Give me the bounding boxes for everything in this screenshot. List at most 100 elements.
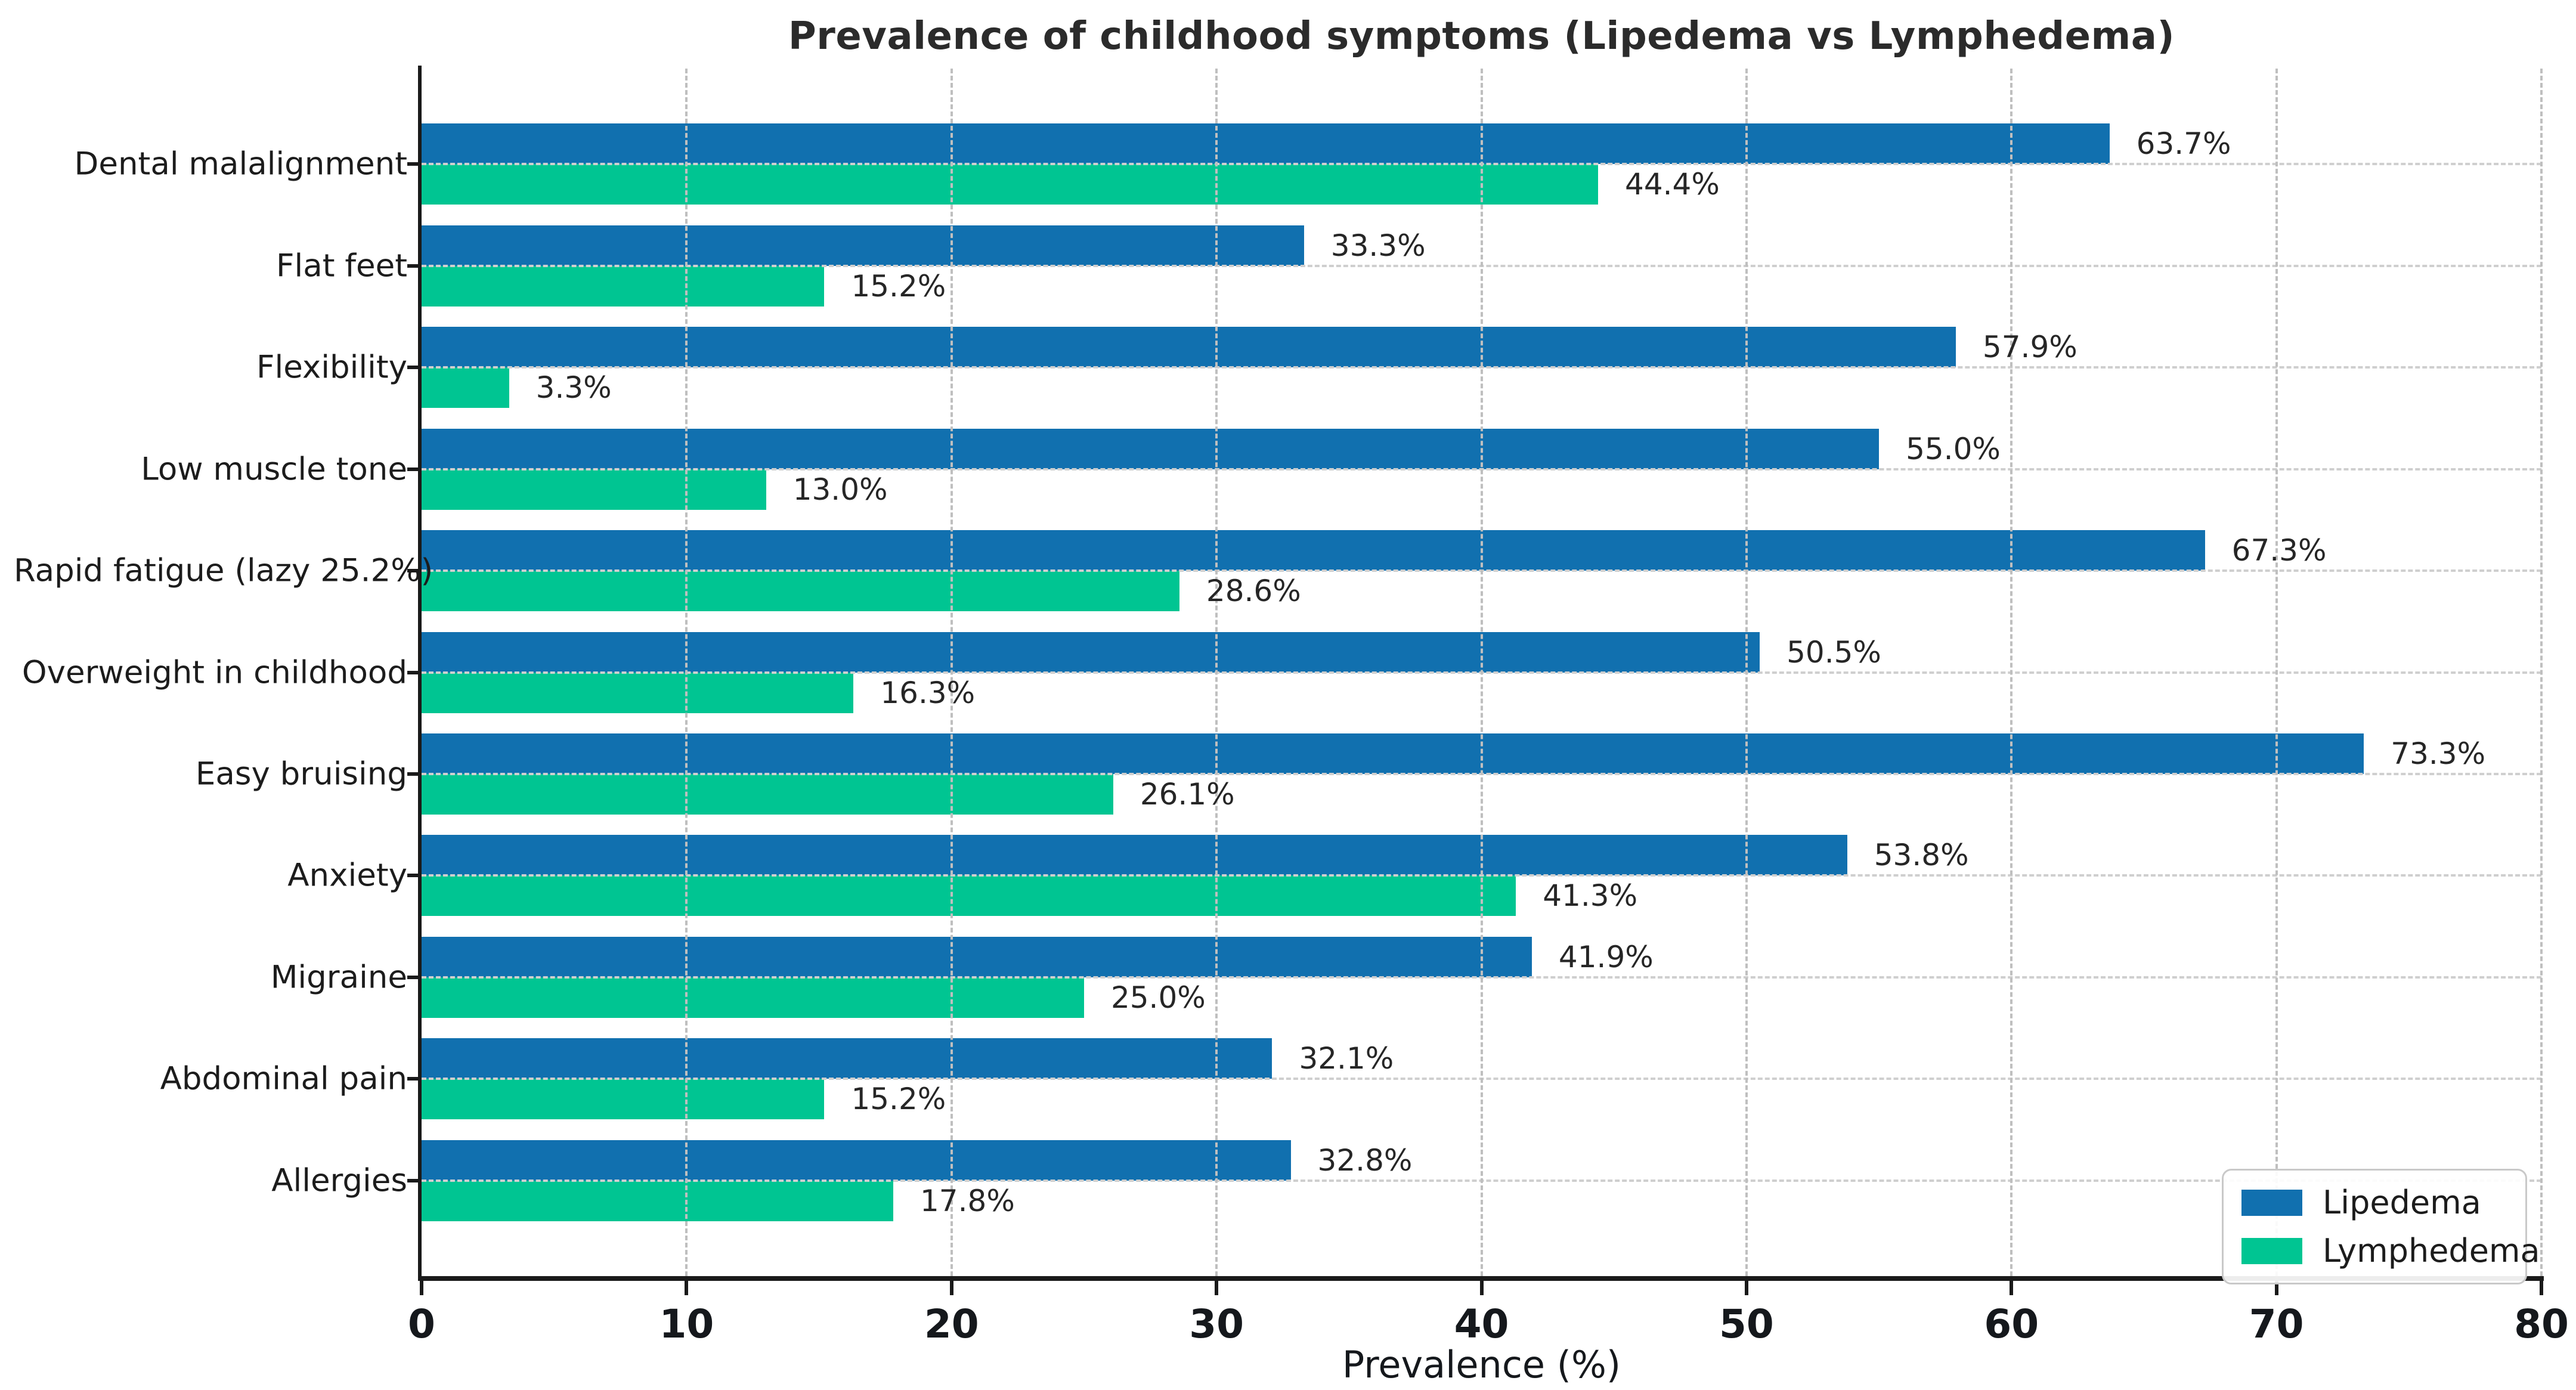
value-label-lipedema-5: 50.5% bbox=[1787, 634, 1881, 670]
bar-lipedema-6 bbox=[422, 733, 2364, 774]
legend-swatch-lymphedema bbox=[2241, 1237, 2302, 1264]
x-tick-mark bbox=[420, 1281, 423, 1295]
legend: Lipedema Lymphedema bbox=[2222, 1169, 2540, 1284]
vertical-gridline bbox=[950, 69, 953, 1276]
bar-lymphedema-0 bbox=[422, 164, 1599, 205]
bar-lipedema-9 bbox=[422, 1038, 1272, 1079]
category-label-2: Flexibility bbox=[256, 349, 407, 386]
category-label-1: Flat feet bbox=[276, 247, 407, 284]
bar-lymphedema-4 bbox=[422, 571, 1179, 612]
y-tick-mark bbox=[407, 467, 422, 471]
x-tick-mark bbox=[2010, 1281, 2014, 1295]
vertical-gridline bbox=[1745, 69, 1748, 1276]
bar-lipedema-5 bbox=[422, 631, 1760, 673]
bar-lipedema-0 bbox=[422, 123, 2110, 165]
category-label-3: Low muscle tone bbox=[141, 451, 407, 488]
category-label-9: Abdominal pain bbox=[160, 1060, 407, 1097]
bar-lymphedema-9 bbox=[422, 1079, 825, 1120]
value-label-lipedema-0: 63.7% bbox=[2136, 126, 2231, 162]
x-tick-label-0: 0 bbox=[408, 1301, 435, 1347]
legend-label: Lipedema bbox=[2323, 1184, 2481, 1221]
value-label-lymphedema-5: 16.3% bbox=[880, 675, 976, 710]
x-tick-label-30: 30 bbox=[1189, 1301, 1244, 1347]
category-label-5: Overweight in childhood bbox=[21, 654, 407, 691]
bar-lipedema-4 bbox=[422, 530, 2205, 571]
category-label-8: Migraine bbox=[270, 959, 407, 996]
value-label-lipedema-8: 41.9% bbox=[1558, 939, 1654, 974]
bar-lymphedema-3 bbox=[422, 469, 766, 510]
value-label-lipedema-10: 32.8% bbox=[1317, 1143, 1413, 1178]
x-tick-label-50: 50 bbox=[1719, 1301, 1774, 1347]
x-tick-mark bbox=[2540, 1281, 2543, 1295]
y-tick-mark bbox=[407, 569, 422, 573]
vertical-gridline bbox=[685, 69, 688, 1276]
chart-title: Prevalence of childhood symptoms (Lipede… bbox=[788, 14, 2175, 58]
legend-swatch-lipedema bbox=[2241, 1189, 2302, 1216]
bar-lymphedema-5 bbox=[422, 672, 854, 713]
value-label-lipedema-3: 55.0% bbox=[1906, 431, 2001, 466]
bar-lymphedema-8 bbox=[422, 977, 1084, 1018]
y-tick-mark bbox=[407, 874, 422, 878]
x-tick-label-40: 40 bbox=[1454, 1301, 1509, 1347]
x-tick-mark bbox=[949, 1281, 953, 1295]
bar-lymphedema-1 bbox=[422, 265, 825, 307]
legend-entry-lipedema: Lipedema bbox=[2241, 1184, 2507, 1221]
vertical-gridline bbox=[2275, 69, 2278, 1276]
vertical-gridline bbox=[1480, 69, 1483, 1276]
bar-lymphedema-2 bbox=[422, 367, 509, 408]
bar-lipedema-1 bbox=[422, 225, 1304, 266]
x-tick-label-10: 10 bbox=[659, 1301, 714, 1347]
category-label-0: Dental malalignment bbox=[74, 145, 407, 182]
x-tick-mark bbox=[1479, 1281, 1484, 1295]
y-tick-mark bbox=[407, 162, 422, 166]
x-tick-mark bbox=[1744, 1281, 1748, 1295]
value-label-lipedema-1: 33.3% bbox=[1330, 228, 1426, 263]
x-axis-spine bbox=[418, 1276, 2544, 1281]
legend-entry-lymphedema: Lymphedema bbox=[2241, 1232, 2540, 1270]
legend-label: Lymphedema bbox=[2323, 1232, 2540, 1270]
bar-lipedema-10 bbox=[422, 1140, 1291, 1181]
x-tick-mark bbox=[1215, 1281, 1219, 1295]
value-label-lymphedema-3: 13.0% bbox=[792, 472, 888, 507]
vertical-gridline bbox=[1215, 69, 1218, 1276]
bar-lymphedema-7 bbox=[422, 875, 1516, 917]
value-label-lipedema-4: 67.3% bbox=[2231, 533, 2327, 568]
category-label-10: Allergies bbox=[271, 1162, 407, 1199]
y-tick-mark bbox=[407, 1178, 422, 1182]
value-label-lymphedema-4: 28.6% bbox=[1206, 574, 1301, 609]
value-label-lymphedema-10: 17.8% bbox=[919, 1183, 1015, 1218]
y-tick-mark bbox=[407, 1077, 422, 1081]
bar-lipedema-8 bbox=[422, 936, 1532, 977]
value-label-lymphedema-6: 26.1% bbox=[1140, 776, 1235, 812]
y-tick-mark bbox=[407, 264, 422, 268]
x-tick-label-60: 60 bbox=[1984, 1301, 2039, 1347]
y-tick-mark bbox=[407, 670, 422, 674]
bar-lipedema-2 bbox=[422, 327, 1956, 368]
bar-lipedema-7 bbox=[422, 835, 1847, 876]
vertical-gridline bbox=[2010, 69, 2013, 1276]
y-tick-mark bbox=[407, 366, 422, 370]
value-label-lymphedema-0: 44.4% bbox=[1625, 167, 1720, 202]
x-tick-mark bbox=[2274, 1281, 2278, 1295]
value-label-lipedema-6: 73.3% bbox=[2391, 736, 2486, 771]
x-tick-label-20: 20 bbox=[924, 1301, 979, 1347]
value-label-lipedema-9: 32.1% bbox=[1299, 1041, 1394, 1076]
y-tick-mark bbox=[407, 975, 422, 979]
category-label-7: Anxiety bbox=[287, 857, 407, 894]
value-label-lipedema-7: 53.8% bbox=[1874, 838, 1969, 873]
bar-lipedema-3 bbox=[422, 428, 1880, 469]
x-axis-title: Prevalence (%) bbox=[1342, 1343, 1621, 1386]
y-tick-mark bbox=[407, 772, 422, 776]
category-label-6: Easy bruising bbox=[195, 756, 407, 792]
value-label-lymphedema-7: 41.3% bbox=[1543, 878, 1638, 914]
x-tick-label-70: 70 bbox=[2249, 1301, 2304, 1347]
value-label-lymphedema-8: 25.0% bbox=[1110, 980, 1206, 1015]
bar-lymphedema-10 bbox=[422, 1180, 893, 1221]
vertical-gridline bbox=[2540, 69, 2543, 1276]
value-label-lipedema-2: 57.9% bbox=[1982, 330, 2077, 365]
bar-lymphedema-6 bbox=[422, 773, 1113, 815]
value-label-lymphedema-9: 15.2% bbox=[851, 1082, 946, 1117]
x-tick-mark bbox=[685, 1281, 689, 1295]
x-tick-label-80: 80 bbox=[2514, 1301, 2569, 1347]
